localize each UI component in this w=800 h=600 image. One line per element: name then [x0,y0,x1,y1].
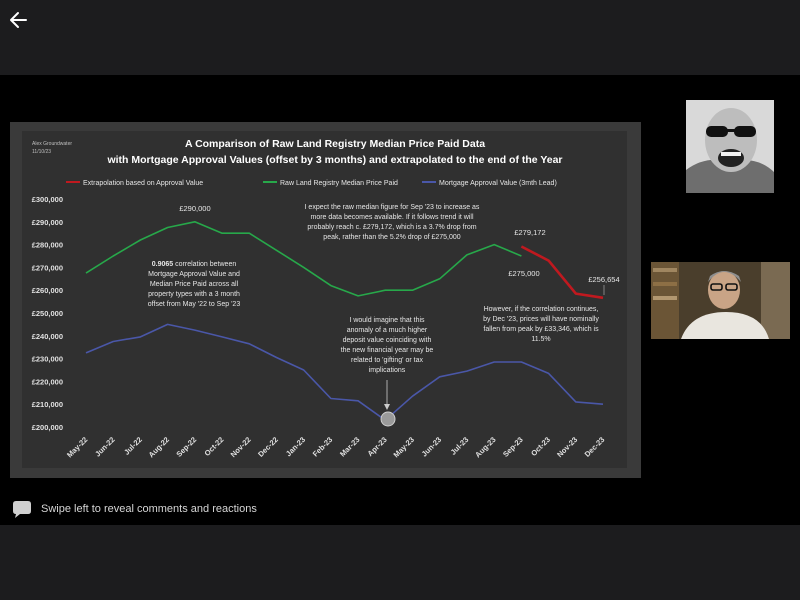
x-tick-label: Nov-23 [555,435,579,459]
x-tick-label: Aug-22 [147,435,171,459]
anomaly-arrow-head [384,404,390,410]
y-tick-label: £270,000 [32,263,63,272]
however-line-1: However, if the correlation continues, [484,306,599,313]
data-label-peak: £290,000 [179,204,210,213]
y-tick-label: £290,000 [32,218,63,227]
x-tick-label: Jun-23 [420,435,443,458]
comment-bubble-icon [13,500,31,518]
anomaly-marker [380,411,396,427]
chart-title-line1: A Comparison of Raw Land Registry Median… [185,138,485,150]
anomaly-line-6: implications [369,367,406,374]
however-line-4: 11.5% [531,336,550,343]
correlation-line-4: property types with a 3 month [148,291,240,298]
bottom-bar [0,525,800,600]
x-tick-label: Jun-22 [93,435,116,458]
x-tick-label: Dec-22 [256,435,280,459]
correlation-line-1: 0.9065 correlation between [152,261,237,268]
y-tick-label: £240,000 [32,332,63,341]
chart-slide [22,131,627,468]
participant-video-2[interactable] [651,262,790,339]
x-tick-label: Aug-23 [473,435,497,459]
annotation-correlation: 0.9065 correlation between Mortgage Appr… [148,261,241,308]
data-label-dec-extrap: £256,654 [588,275,619,284]
anomaly-line-3: deposit value coinciding with [343,337,432,344]
x-tick-label: Nov-22 [229,435,253,459]
x-tick-label: Sep-23 [501,435,525,459]
author-date: 11/10/23 [32,149,51,155]
x-tick-label: Mar-23 [338,435,361,458]
data-label-sep-raw: £275,000 [508,269,539,278]
expect-line-4: peak, rather than the 5.2% drop of £275,… [323,234,460,241]
y-tick-label: £220,000 [32,377,63,386]
y-tick-label: £260,000 [32,286,63,295]
however-line-3: fallen from peak by £33,346, which is [483,326,599,333]
x-tick-label: Sep-22 [174,435,198,459]
series-line-1 [85,221,522,297]
y-tick-label: £200,000 [32,423,63,432]
series-lines [85,221,604,421]
x-tick-label: Jul-23 [449,435,471,457]
x-tick-label: May-23 [392,435,416,459]
comments-hint-text: Swipe left to reveal comments and reacti… [41,503,257,515]
chart-legend: Extrapolation based on Approval Value Ra… [66,180,557,187]
expect-line-2: more data becomes available. If it follo… [310,214,473,221]
x-tick-label: Oct-22 [203,435,226,458]
y-tick-label: £230,000 [32,355,63,364]
arrow-left-icon[interactable] [6,8,32,32]
annotation-anomaly: I would imagine that this anomaly of a m… [341,317,434,374]
correlation-line-2: Mortgage Approval Value and [148,271,240,278]
x-tick-label: Apr-23 [366,435,389,458]
correlation-line-3: Median Price Paid across all [150,281,239,288]
y-tick-label: £210,000 [32,400,63,409]
y-tick-label: £280,000 [32,241,63,250]
x-tick-label: Jan-23 [284,435,307,458]
x-axis: May-22 Jun-22 Jul-22 Aug-22 Sep-22 Oct-22 Nov-… [65,435,606,459]
series-line-2 [85,323,604,421]
participant-avatar-2 [651,262,790,339]
y-tick-label: £300,000 [32,195,63,204]
anomaly-line-4: the new financial year may be [341,347,434,354]
expect-line-1: I expect the raw median figure for Sep '… [305,204,480,211]
x-tick-label: Feb-23 [311,435,334,458]
anomaly-line-1: I would imagine that this [349,317,425,324]
x-tick-label: Jul-22 [122,435,144,457]
chart-title-line2: with Mortgage Approval Values (offset by… [106,154,562,166]
participant-avatar-1 [686,100,774,193]
anomaly-line-5: related to 'gifting' or tax [351,357,423,364]
however-line-2: by Dec '23, prices will have nominally [483,316,599,323]
series-line-0 [520,245,604,300]
top-bar [0,0,800,75]
anomaly-line-2: anomaly of a much higher [347,327,428,334]
data-label-sep-extrap: £279,172 [514,228,545,237]
correlation-line-1-rest: correlation between [173,261,236,268]
participant-video-1[interactable] [686,100,774,193]
correlation-line-5: offset from May '22 to Sep '23 [148,301,241,308]
author-name: Alex Groundwater [32,141,72,147]
legend-label-approval: Mortgage Approval Value (3mth Lead) [439,180,557,187]
annotation-however: However, if the correlation continues, b… [483,306,599,343]
annotation-expect: I expect the raw median figure for Sep '… [305,204,480,241]
correlation-value: 0.9065 [152,261,174,268]
expect-line-3: probably reach c. £279,172, which is a 3… [307,224,476,231]
comments-hint[interactable]: Swipe left to reveal comments and reacti… [12,499,257,519]
x-tick-label: Oct-23 [529,435,552,458]
x-tick-label: May-22 [65,435,89,459]
y-axis: £200,000 £210,000 £220,000 £230,000 £240,000… [32,195,63,432]
legend-label-raw: Raw Land Registry Median Price Paid [280,180,398,187]
legend-label-extrapolation: Extrapolation based on Approval Value [83,180,203,187]
y-tick-label: £250,000 [32,309,63,318]
x-tick-label: Dec-23 [583,435,607,459]
